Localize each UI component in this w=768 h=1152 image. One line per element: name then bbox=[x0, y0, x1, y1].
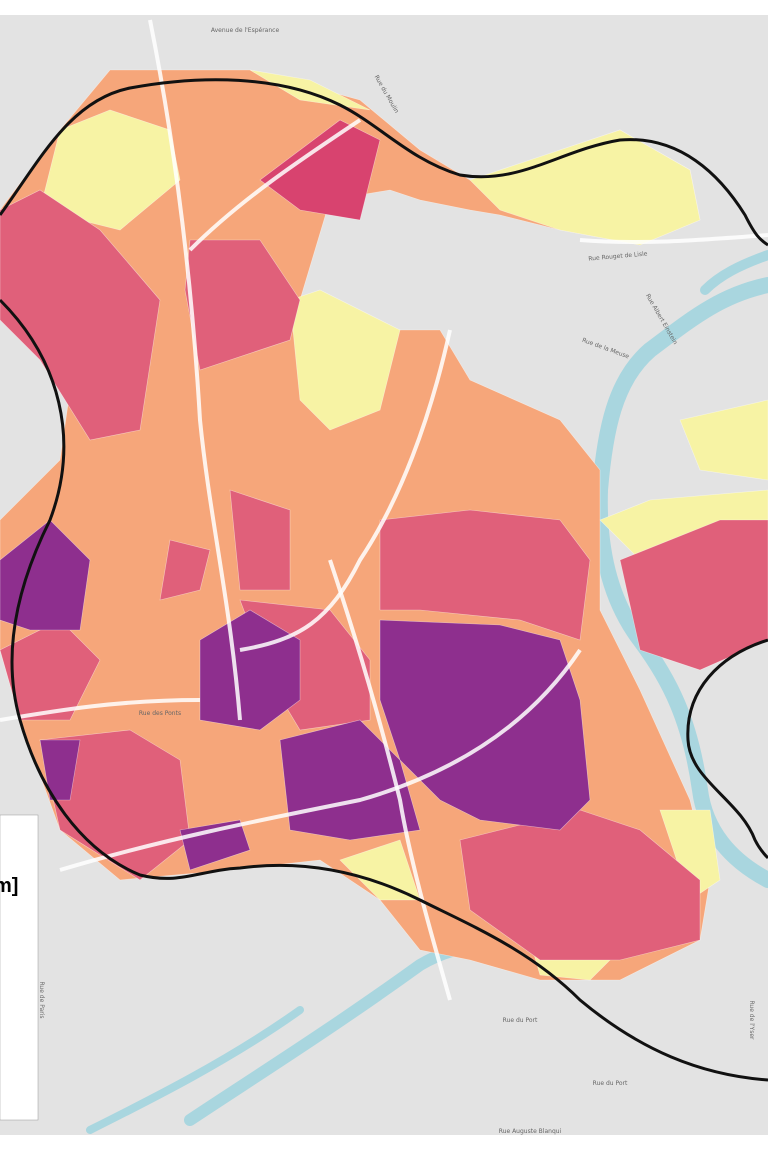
boundary bbox=[686, 638, 768, 860]
districts bbox=[0, 69, 768, 981]
legend-box bbox=[0, 814, 39, 1121]
street-label: Rue de l'Yser bbox=[748, 1001, 755, 1041]
boundary bbox=[0, 78, 768, 247]
street-label: Avenue de l'Espérance bbox=[211, 27, 280, 34]
boundary bbox=[0, 298, 768, 1082]
street-label: Rue de Paris bbox=[38, 982, 45, 1019]
street-label: Rue du Port bbox=[593, 1080, 628, 1087]
street-label: Rue du Port bbox=[503, 1017, 538, 1024]
street-label: Rue des Ponts bbox=[139, 710, 181, 717]
legend-title: m] bbox=[0, 875, 18, 897]
street-label: Rue Auguste Blanqui bbox=[499, 1128, 562, 1135]
roads bbox=[0, 19, 768, 1001]
